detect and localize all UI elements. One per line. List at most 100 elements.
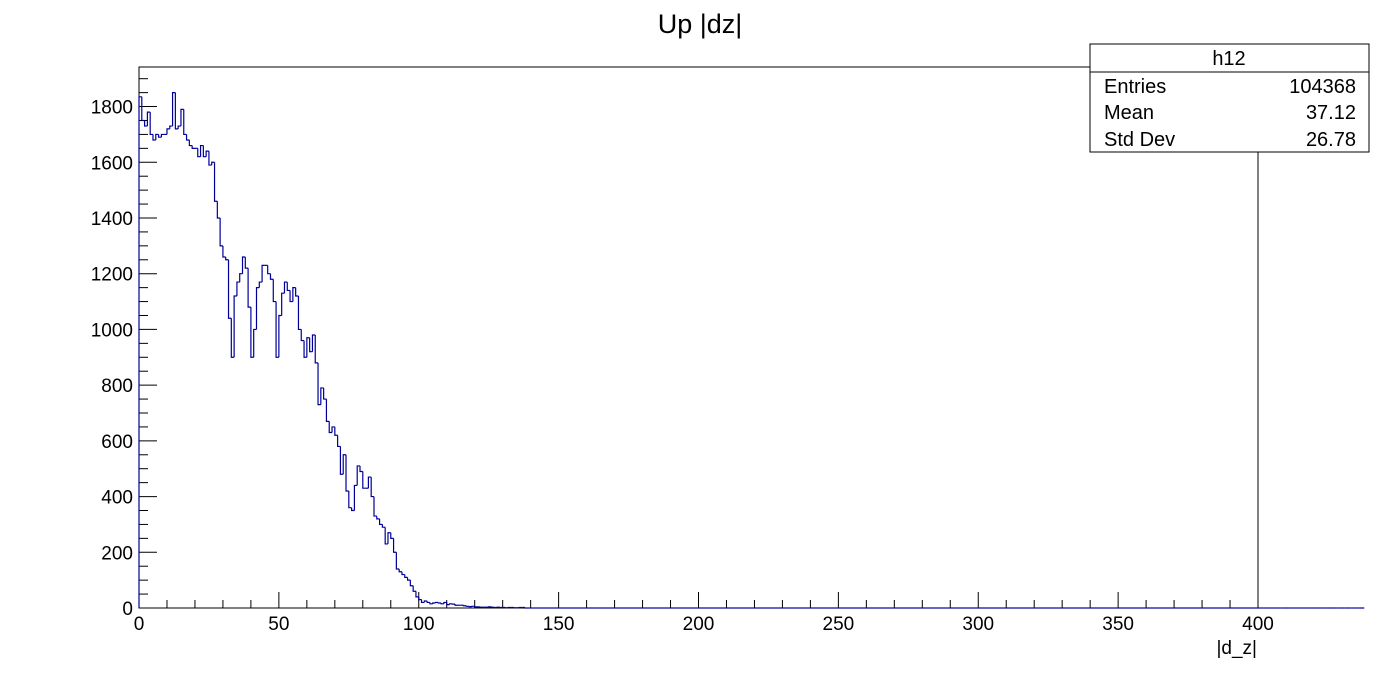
histogram-bins <box>138 92 1365 609</box>
stats-box-frame <box>1089 43 1370 153</box>
histogram-bin <box>244 256 249 269</box>
histogram-bin <box>474 606 478 608</box>
x-tick-label: 0 <box>134 614 145 635</box>
histogram-bin <box>409 580 414 587</box>
histogram-bin <box>208 151 212 166</box>
histogram-bin <box>367 476 372 489</box>
histogram-bin <box>437 602 442 604</box>
histogram-bin <box>356 465 361 486</box>
histogram-bin <box>236 281 240 296</box>
histogram-bin <box>292 287 296 302</box>
histogram-bin <box>390 532 394 539</box>
histogram-bin <box>334 426 338 436</box>
histogram-bin <box>418 596 422 601</box>
histogram-bin <box>152 134 156 141</box>
histogram-bin <box>160 133 165 138</box>
histogram-bin <box>320 387 324 405</box>
histogram-bin <box>222 245 226 258</box>
histogram-bin <box>373 496 377 517</box>
histogram-bin <box>155 133 159 140</box>
y-tick-label: 800 <box>101 376 133 397</box>
x-axis: 0 50 100 150 200 250 300 350 400 <box>134 592 1274 635</box>
histogram-bin <box>239 273 243 283</box>
histogram-bin <box>180 108 184 127</box>
histogram-bin <box>306 337 310 358</box>
x-tick-label: 400 <box>1242 614 1274 635</box>
histogram-bin <box>462 605 467 607</box>
histogram-bin <box>227 259 232 319</box>
histogram-bin <box>255 287 260 330</box>
histogram-bin <box>157 134 162 138</box>
histogram-bin <box>286 282 291 292</box>
histogram-bin <box>247 268 251 308</box>
y-tick-label: 1400 <box>91 209 133 230</box>
stats-mean-label: Mean <box>1104 102 1154 124</box>
histogram-bin <box>325 399 330 422</box>
histogram-bin <box>429 602 433 605</box>
histogram-bin <box>309 337 313 353</box>
histogram-bin <box>295 287 299 297</box>
chart-title: Up |dz| <box>658 9 743 39</box>
histogram-bin <box>331 426 335 433</box>
x-tick-label: 250 <box>823 614 855 635</box>
histogram-bin <box>205 150 209 157</box>
y-tick-label: 400 <box>101 488 133 509</box>
y-tick-label: 1200 <box>91 265 133 286</box>
histogram-bin <box>171 92 176 127</box>
histogram-bin <box>370 477 374 498</box>
histogram-bin <box>278 314 282 358</box>
histogram-bin <box>359 465 363 473</box>
histogram-bin <box>250 307 254 358</box>
histogram-bin <box>351 507 355 512</box>
histogram-bin <box>314 334 319 364</box>
x-tick-label: 350 <box>1102 614 1134 635</box>
histogram-bin <box>143 120 148 127</box>
histogram-bin <box>253 328 257 358</box>
histogram-bin <box>423 600 428 603</box>
histogram-bin <box>283 281 288 294</box>
histogram-bin <box>339 446 344 475</box>
y-tick-label: 600 <box>101 432 133 453</box>
histogram-bin <box>225 256 229 261</box>
histogram-bin <box>384 527 388 545</box>
histogram-bin <box>230 318 235 358</box>
histogram-bin <box>362 471 366 489</box>
histogram-bin <box>434 601 439 604</box>
histogram-bin <box>376 516 380 520</box>
histogram-bin <box>432 602 436 604</box>
histogram-bin <box>138 96 142 608</box>
histogram-bin <box>381 524 386 528</box>
histogram-bin <box>300 329 305 342</box>
histogram-bin <box>188 139 193 147</box>
histogram-bin <box>378 518 383 526</box>
histogram-bin <box>233 295 237 358</box>
histogram-bin <box>524 607 528 609</box>
x-tick-label: 50 <box>268 614 289 635</box>
histogram-bin <box>348 490 352 509</box>
histogram-bin <box>219 217 223 247</box>
histogram-bin <box>272 279 277 303</box>
histogram-bin <box>191 145 195 149</box>
histogram-bin <box>141 96 145 122</box>
y-axis: 0 200 400 600 800 1000 1200 1400 1600 1800 <box>91 78 157 620</box>
x-axis-label: |d_z| <box>1216 638 1257 659</box>
histogram-bin <box>185 134 190 141</box>
histogram-bin <box>213 162 218 202</box>
y-tick-label: 200 <box>101 543 133 564</box>
stats-box-name: h12 <box>1212 48 1245 70</box>
stats-box: h12 Entries 104368 Mean 37.12 Std Dev 26… <box>1089 43 1370 153</box>
histogram-bin <box>398 568 402 573</box>
histogram-bin <box>353 484 358 511</box>
histogram-bin <box>216 201 221 219</box>
histogram-bin <box>440 602 444 605</box>
stats-entries-label: Entries <box>1104 76 1166 98</box>
histogram-bin <box>395 552 400 570</box>
y-tick-label: 1000 <box>91 320 133 341</box>
stats-entries-value: 104368 <box>1289 76 1356 98</box>
histogram-bin <box>345 454 349 492</box>
histogram-bin <box>328 421 333 434</box>
histogram-bin <box>269 273 274 280</box>
histogram-bin <box>261 264 265 283</box>
histogram-bin <box>454 604 458 606</box>
histogram-bin <box>258 281 263 288</box>
